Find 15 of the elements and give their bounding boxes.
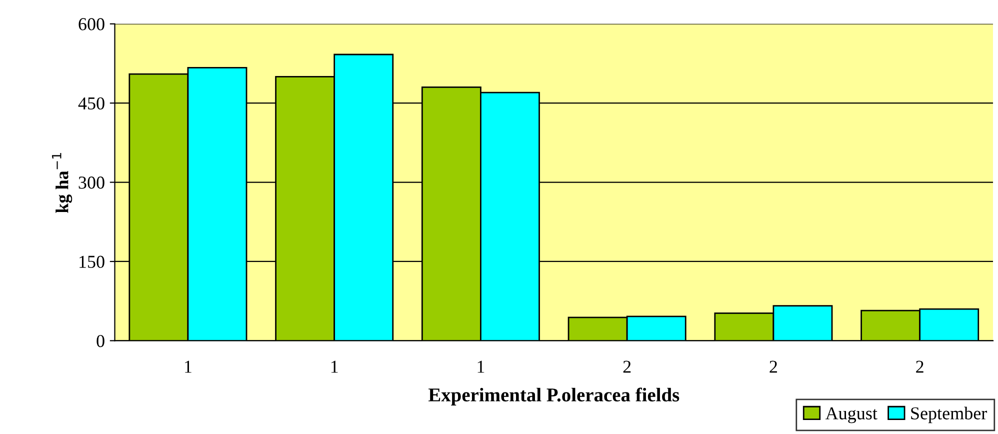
x-tick-label: 1: [185, 360, 192, 373]
x-tick-label: 1: [331, 360, 338, 373]
y-tick-label: 600: [78, 18, 104, 30]
x-tick-label: 1: [478, 360, 484, 373]
x-tick-label: 2: [623, 360, 631, 373]
x-tick-label: 2: [770, 360, 777, 373]
legend-label: September: [911, 406, 988, 424]
y-tick-label: 150: [80, 256, 104, 268]
x-axis-title: Experimental P.oleracea fields: [428, 388, 680, 406]
y-tick-label: 0: [96, 334, 104, 348]
y-axis-title: kg ha$^{−1}$: [52, 153, 72, 213]
legend-label: August: [825, 407, 878, 424]
y-tick-label: 300: [78, 176, 104, 189]
y-tick-label: 450: [78, 97, 104, 110]
x-tick-label: 2: [916, 360, 924, 373]
